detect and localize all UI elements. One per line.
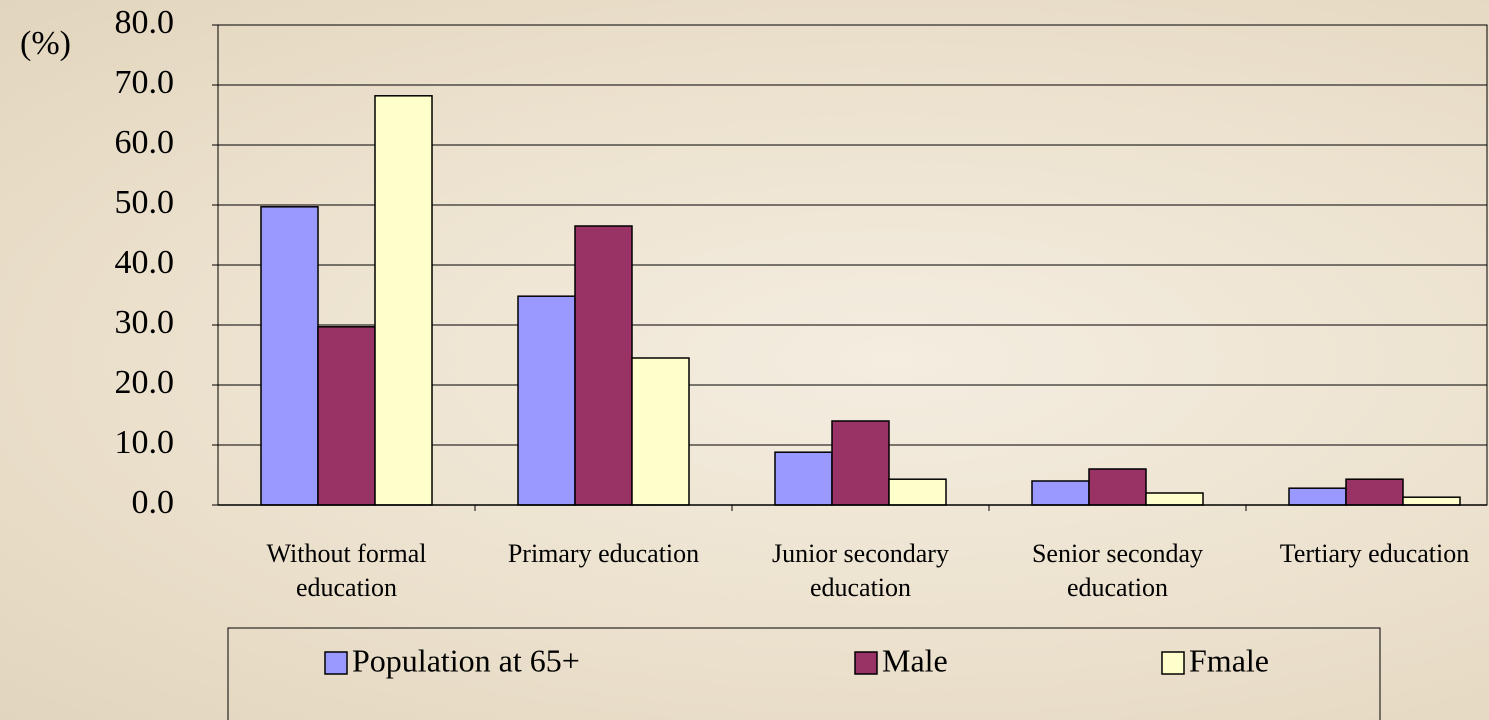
bar — [574, 225, 633, 506]
legend-swatch — [324, 651, 348, 675]
bar — [517, 295, 576, 506]
bar — [260, 206, 319, 506]
y-tick-label: 30.0 — [115, 304, 175, 341]
y-tick-label: 40.0 — [115, 244, 175, 281]
bar — [831, 420, 890, 506]
bar — [631, 357, 690, 506]
bar — [1345, 478, 1404, 506]
bar — [1145, 492, 1204, 506]
y-tick-label: 0.0 — [132, 484, 175, 521]
x-tick-label: Primary education — [507, 539, 700, 568]
bar — [1031, 480, 1090, 506]
y-tick-label: 80.0 — [115, 4, 175, 41]
legend-swatch — [1161, 651, 1185, 675]
bar — [317, 326, 376, 506]
y-tick-label: 70.0 — [115, 64, 175, 101]
legend-box — [227, 627, 1381, 720]
bar — [374, 95, 433, 506]
legend-label: Population at 65+ — [352, 642, 580, 678]
legend-label: Male — [882, 642, 948, 678]
x-tick-label: Without formal education — [266, 539, 427, 602]
x-tick-label: Senior seconday education — [1031, 539, 1204, 602]
y-tick-label: 20.0 — [115, 364, 175, 401]
bar — [888, 478, 947, 506]
y-tick-label: 60.0 — [115, 124, 175, 161]
y-tick-label: 10.0 — [115, 424, 175, 461]
legend-swatch — [854, 651, 878, 675]
x-tick-label: Junior secondary education — [772, 539, 949, 602]
bar — [774, 451, 833, 506]
bar — [1088, 468, 1147, 506]
y-axis-label: (%) — [20, 25, 71, 62]
bar — [1402, 496, 1461, 506]
y-tick-label: 50.0 — [115, 184, 175, 221]
x-tick-label: Tertiary education — [1279, 539, 1470, 568]
bar — [1288, 487, 1347, 506]
legend-label: Fmale — [1189, 642, 1269, 678]
